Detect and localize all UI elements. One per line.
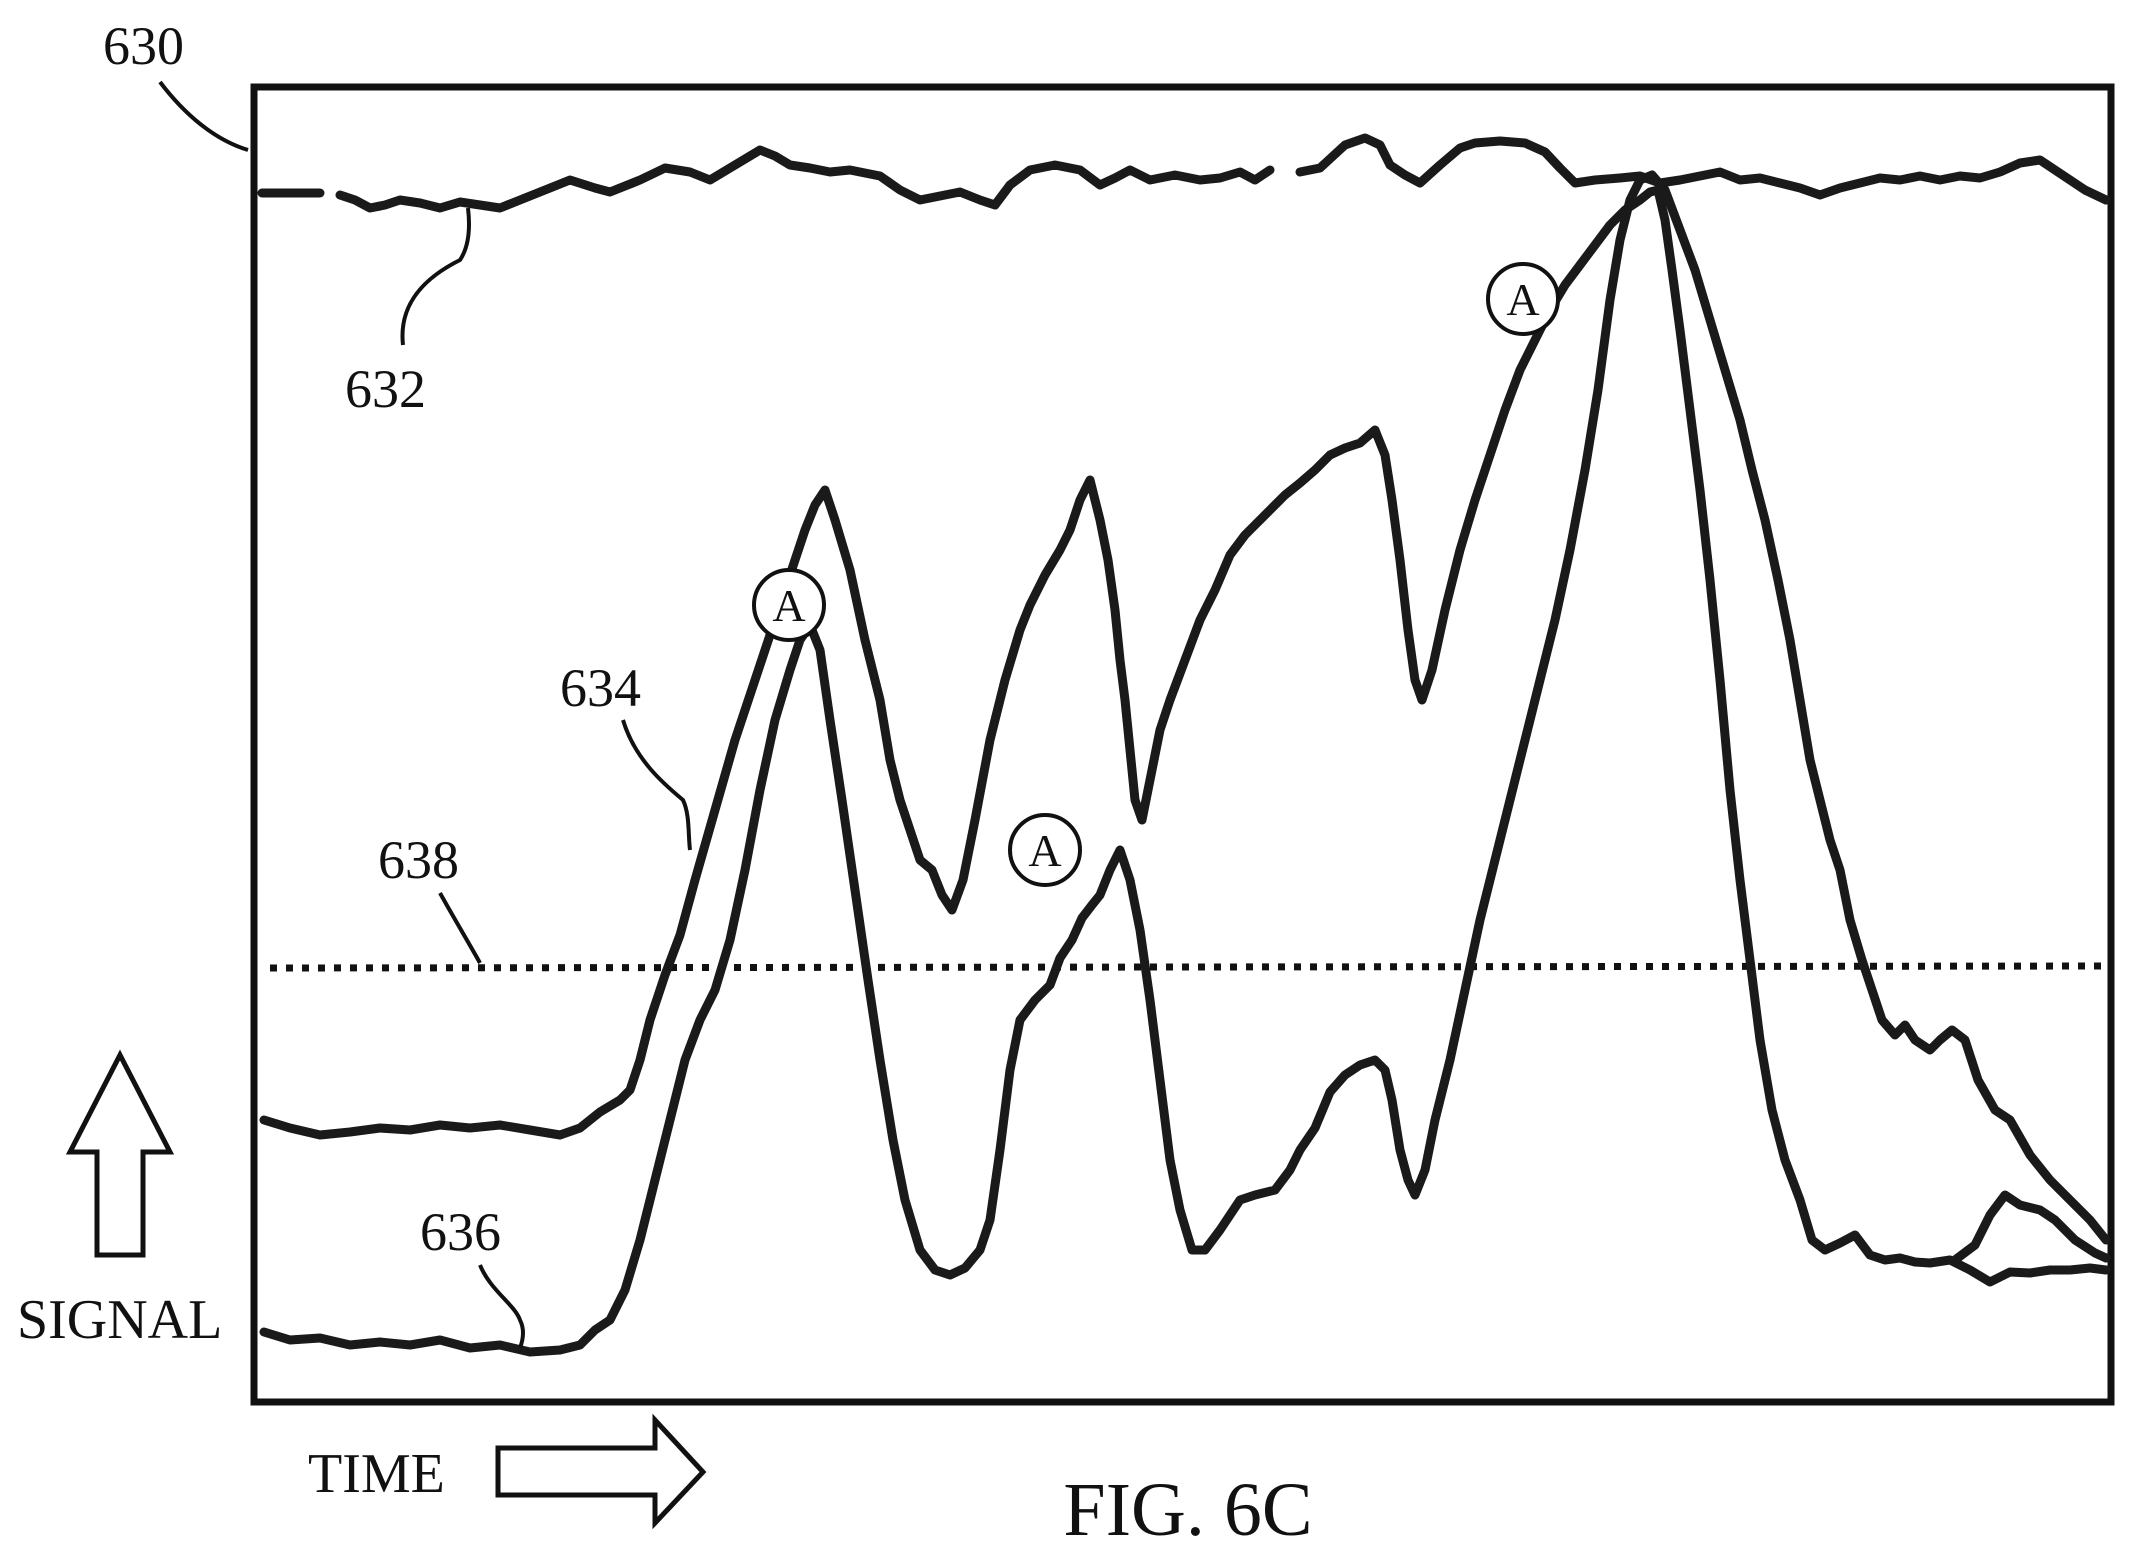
time-arrow-icon	[495, 1413, 707, 1530]
leader-630	[158, 80, 249, 152]
peak-marker-1: A	[752, 568, 826, 642]
ref-632: 632	[345, 359, 426, 419]
leader-638	[438, 892, 482, 964]
trace-636-tail	[1950, 1190, 2111, 1265]
leader-634	[621, 719, 692, 851]
trace-634	[259, 185, 2111, 1287]
ref-634: 634	[560, 658, 641, 718]
peak-marker-3: A	[1486, 262, 1560, 336]
leader-632	[400, 207, 471, 346]
trace-636	[259, 170, 2111, 1357]
svg-text:A: A	[1506, 274, 1539, 325]
trace-632	[257, 133, 2111, 213]
svg-text:A: A	[772, 580, 805, 631]
ref-638: 638	[378, 830, 459, 890]
svg-text:A: A	[1028, 825, 1061, 876]
signal-arrow-icon	[65, 1049, 175, 1258]
ref-636: 636	[420, 1202, 501, 1262]
threshold-line	[269, 962, 2107, 972]
ref-630: 630	[103, 16, 184, 76]
leader-636	[478, 1264, 525, 1349]
plot-frame	[250, 83, 2115, 1406]
signal-axis-label: SIGNAL	[17, 1289, 222, 1351]
peak-marker-2: A	[1008, 813, 1082, 887]
figure-caption: FIG. 6C	[1063, 1468, 1312, 1547]
time-axis-label: TIME	[308, 1443, 445, 1505]
